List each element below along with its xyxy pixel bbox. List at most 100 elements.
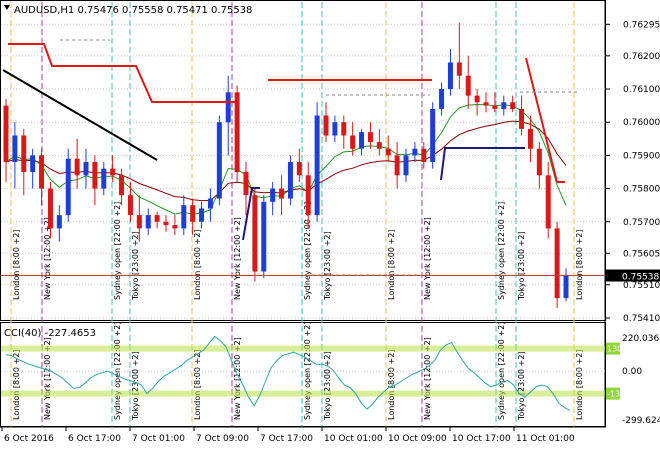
candle-bull xyxy=(359,132,365,149)
candle-bear xyxy=(39,155,45,189)
candles[interactable] xyxy=(3,22,569,309)
candle-bear xyxy=(47,188,53,229)
time-tick-label: 10 Oct 01:00 xyxy=(324,434,383,444)
candle-bear xyxy=(394,155,400,176)
session-label: Tokyo [23:00 +2] xyxy=(131,231,140,301)
candle-bear xyxy=(154,215,160,222)
candle-bull xyxy=(270,188,276,202)
candle-bear xyxy=(536,148,542,176)
price-tick-label: 0.76200 xyxy=(623,52,660,62)
price-tick-label: 0.76100 xyxy=(623,85,660,95)
candle-bear xyxy=(163,221,169,226)
session-label: New York [12:00 +2] xyxy=(43,217,52,300)
candle-bear xyxy=(510,102,516,109)
session-label: Sydney open [22:00 +2] xyxy=(497,322,506,420)
time-tick-label: 6 Oct 2016 xyxy=(4,434,54,444)
candle-bear xyxy=(483,102,489,106)
candle-bull xyxy=(101,168,107,189)
candle-bear xyxy=(519,108,525,129)
candle-bear xyxy=(74,158,80,176)
price-tick-label: 0.75900 xyxy=(623,151,660,161)
candle-bull xyxy=(207,198,213,209)
time-tick-label: 7 Oct 09:00 xyxy=(196,434,249,444)
axes: 0.76295 0.76200 0.76100 0.76000 0.75900 0.758… xyxy=(0,20,660,444)
candle-bull xyxy=(12,135,18,163)
candle-bear xyxy=(127,195,133,216)
candle-bear xyxy=(110,168,116,176)
candle-bear xyxy=(474,95,480,103)
ema-slow-line xyxy=(5,120,567,202)
candle-bull xyxy=(30,155,36,172)
price-tick-label: 0.75510 xyxy=(623,281,660,291)
candle-bear xyxy=(527,128,533,149)
candle-bear xyxy=(492,105,498,109)
candle-bear xyxy=(367,132,373,143)
cci-level-upper xyxy=(1,345,605,352)
candle-bull xyxy=(261,201,267,272)
candle-bull xyxy=(216,122,222,199)
candle-bull xyxy=(314,115,320,216)
current-price-value: 0.75538 xyxy=(622,273,659,283)
candle-bear xyxy=(3,105,9,163)
candle-bear xyxy=(385,148,391,156)
candle-bull xyxy=(287,162,293,199)
price-tick-label: 0.75605 xyxy=(623,249,660,259)
navy-support-line-left xyxy=(242,187,260,241)
candle-bear xyxy=(545,175,551,229)
session-label: London [8:00 +2] xyxy=(12,350,21,420)
candle-bear xyxy=(465,75,471,96)
session-label: Sydney open [22:00 +2] xyxy=(113,322,122,420)
cci-axis-label: 220.0368 xyxy=(622,334,660,344)
cci-axis-label: -299.6242 xyxy=(622,416,660,426)
candle-bull xyxy=(332,122,338,136)
cci-level-tag xyxy=(606,342,620,355)
navy-support-line-right xyxy=(440,147,525,181)
session-label: Tokyo [23:00 +2] xyxy=(131,351,140,421)
candle-bull xyxy=(430,108,436,163)
time-tick-label: 7 Oct 01:00 xyxy=(132,434,185,444)
candle-bull xyxy=(65,158,71,216)
candle-bear xyxy=(252,195,258,272)
candle-bull xyxy=(225,92,231,123)
candle-bear xyxy=(279,188,285,199)
session-label: London [8:00 +2] xyxy=(12,230,21,300)
candle-bull xyxy=(56,215,62,229)
candle-bull xyxy=(403,155,409,176)
candle-bull xyxy=(501,102,507,109)
candle-bear xyxy=(376,142,382,149)
candle-bear xyxy=(350,135,356,149)
candle-bear xyxy=(456,62,462,76)
candle-bear xyxy=(554,228,560,299)
candle-bull xyxy=(199,208,205,222)
candle-bear xyxy=(136,215,142,229)
candle-bear xyxy=(190,205,196,222)
candle-bear xyxy=(92,162,98,189)
time-tick-label: 10 Oct 09:00 xyxy=(388,434,447,444)
candle-bull xyxy=(145,215,151,229)
price-tick-label: 0.75700 xyxy=(623,218,660,228)
dropdown-arrow-icon[interactable] xyxy=(4,5,10,10)
candle-bull xyxy=(563,274,569,299)
price-tick-label: 0.75410 xyxy=(623,314,660,324)
overlays xyxy=(1,39,605,277)
session-label: New York [12:00 +2] xyxy=(43,337,52,420)
price-tick-label: 0.75800 xyxy=(623,185,660,195)
candle-bear xyxy=(21,135,27,172)
trailing-stop-line xyxy=(8,43,236,103)
candle-bear xyxy=(296,162,302,176)
current-price-tag xyxy=(606,269,660,282)
candle-bull xyxy=(181,205,187,229)
candle-bear xyxy=(421,148,427,163)
price-tick-label: 0.76000 xyxy=(623,118,660,128)
cci-level-label: 130 xyxy=(607,345,622,354)
candle-bull xyxy=(447,62,453,90)
candle-bull xyxy=(83,162,89,176)
session-label: London [8:00 +2] xyxy=(193,350,202,420)
time-tick-label: 10 Oct 17:00 xyxy=(452,434,511,444)
session-label: London [8:00 +2] xyxy=(387,230,396,300)
session-label: Sydney open [22:00 +2] xyxy=(303,202,312,300)
price-tick-label: 0.76295 xyxy=(623,20,660,30)
red-trend-segment xyxy=(525,57,558,183)
session-markers: London [8:00 +2] London [8:00 +2] New York… xyxy=(10,2,584,427)
